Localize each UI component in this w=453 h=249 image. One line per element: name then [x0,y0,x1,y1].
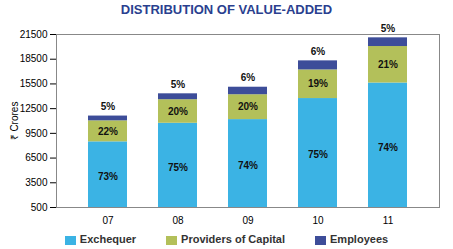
html-text:Providers of Capital: Providers of Capital [181,233,285,245]
svg-text:12500: 12500 [20,103,48,114]
svg-text:5%: 5% [101,101,116,112]
svg-text:09: 09 [242,215,254,226]
svg-text:11: 11 [383,215,394,226]
svg-text:22%: 22% [98,126,118,137]
svg-text:74%: 74% [238,160,258,171]
svg-text:500: 500 [31,202,48,213]
svg-text:19%: 19% [308,78,328,89]
svg-text:75%: 75% [308,149,328,160]
svg-text:6500: 6500 [25,152,48,163]
html-text:Employees: Employees [330,233,389,245]
svg-text:08: 08 [172,215,184,226]
svg-text:3500: 3500 [25,177,48,188]
svg-text:73%: 73% [98,171,118,182]
html-text:Exchequer: Exchequer [79,233,137,245]
svg-text:9500: 9500 [25,128,48,139]
svg-text:6%: 6% [311,46,326,57]
svg-text:10: 10 [312,215,324,226]
svg-text:07: 07 [102,215,114,226]
svg-text:20%: 20% [238,101,258,112]
svg-text:5%: 5% [171,79,186,90]
svg-text:5%: 5% [381,23,396,34]
svg-text:20%: 20% [168,106,188,117]
svg-text:21500: 21500 [20,29,48,40]
svg-text:18500: 18500 [20,53,48,64]
svg-text:75%: 75% [168,162,188,173]
svg-text:21%: 21% [378,59,398,70]
svg-text:6%: 6% [241,72,256,83]
svg-text:15500: 15500 [20,78,48,89]
html-text:DISTRIBUTION OF VALUE-ADDED: DISTRIBUTION OF VALUE-ADDED [120,2,333,17]
svg-text:₹ Crores: ₹ Crores [9,102,20,141]
svg-text:74%: 74% [378,142,398,153]
